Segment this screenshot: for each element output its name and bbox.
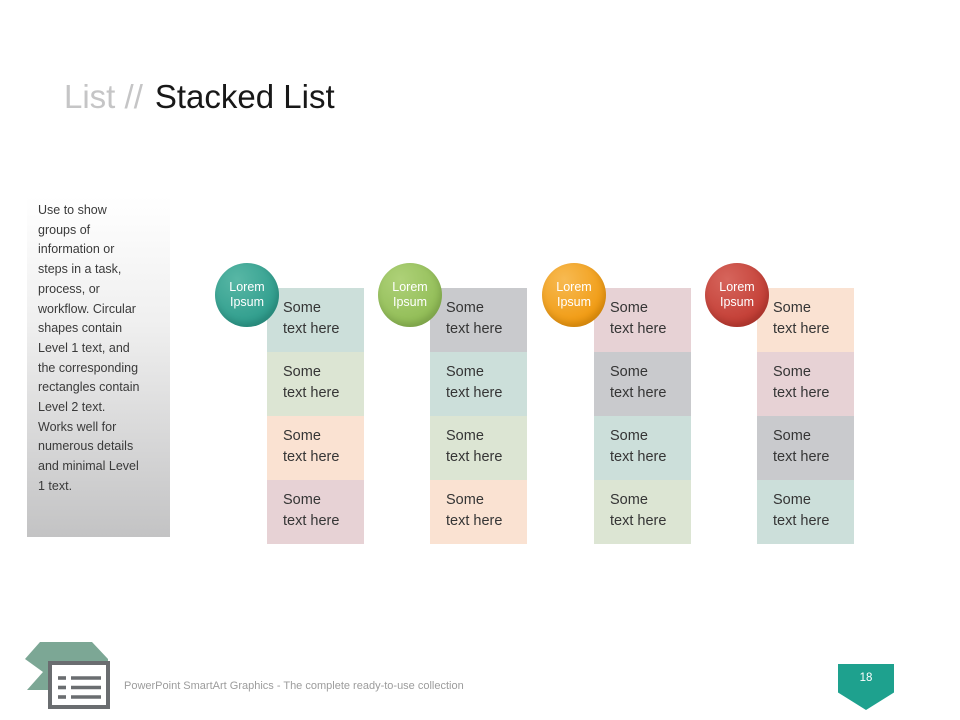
level1-circle-badge: Lorem Ipsum (215, 263, 279, 327)
stack-item-text: Some text here (446, 428, 503, 465)
description-note-text: Use to show groups of information or ste… (38, 203, 140, 493)
badge-label: Lorem Ipsum (392, 279, 428, 310)
slide-title: List // Stacked List (64, 78, 335, 116)
stack-item-text: Some text here (610, 364, 667, 401)
stack-column-3: Lorem Ipsum Some text here Some text her… (542, 263, 691, 544)
description-note: Use to show groups of information or ste… (27, 196, 170, 537)
stack-item: Some text here (267, 416, 364, 480)
level1-circle-badge: Lorem Ipsum (378, 263, 442, 327)
stack-item-text: Some text here (773, 492, 830, 529)
level1-circle-badge: Lorem Ipsum (542, 263, 606, 327)
stack-item: Some text here (594, 288, 691, 352)
stack-item: Some text here (594, 352, 691, 416)
stack-item-text: Some text here (446, 492, 503, 529)
badge-label: Lorem Ipsum (556, 279, 592, 310)
stack-item: Some text here (430, 416, 527, 480)
logo-list-lines-icon (58, 676, 101, 699)
stack-item: Some text here (267, 288, 364, 352)
stack-item: Some text here (757, 480, 854, 544)
footer-brand-text: PowerPoint SmartArt Graphics - The compl… (124, 680, 464, 692)
badge-label: Lorem Ipsum (229, 279, 265, 310)
brand-logo-icon (25, 642, 110, 709)
stack-column-2: Lorem Ipsum Some text here Some text her… (378, 263, 527, 544)
logo-list-card (48, 661, 110, 709)
stack-column-4: Lorem Ipsum Some text here Some text her… (705, 263, 854, 544)
stack-item-text: Some text here (446, 300, 503, 337)
page-number: 18 (859, 672, 873, 684)
stack-item: Some text here (757, 288, 854, 352)
level1-circle-badge: Lorem Ipsum (705, 263, 769, 327)
stack-item-text: Some text here (283, 300, 340, 337)
stack-item-text: Some text here (283, 428, 340, 465)
stack-item: Some text here (267, 480, 364, 544)
stack-column-1: Lorem Ipsum Some text here Some text her… (215, 263, 364, 544)
stack-item-text: Some text here (283, 492, 340, 529)
stack-item: Some text here (594, 480, 691, 544)
page-number-badge: 18 (838, 664, 894, 710)
stack-item: Some text here (757, 416, 854, 480)
stack-item-text: Some text here (773, 428, 830, 465)
stack-item: Some text here (594, 416, 691, 480)
stack-item-text: Some text here (610, 492, 667, 529)
stack-item: Some text here (430, 288, 527, 352)
stack-item: Some text here (430, 480, 527, 544)
slide-title-main: Stacked List (154, 78, 335, 115)
stack-item-text: Some text here (283, 364, 340, 401)
stack-item: Some text here (430, 352, 527, 416)
stack-item: Some text here (267, 352, 364, 416)
badge-label: Lorem Ipsum (719, 279, 755, 310)
stack-item-text: Some text here (446, 364, 503, 401)
slide-title-category: List // (64, 78, 143, 115)
stack-item-text: Some text here (610, 428, 667, 465)
stack-item: Some text here (757, 352, 854, 416)
stack-item-text: Some text here (773, 364, 830, 401)
stack-item-text: Some text here (610, 300, 667, 337)
stack-item-text: Some text here (773, 300, 830, 337)
